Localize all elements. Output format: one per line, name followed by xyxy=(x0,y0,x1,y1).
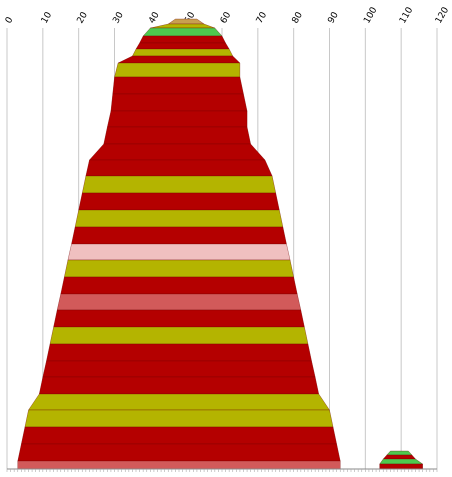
x-tick-label: 120 xyxy=(434,5,451,25)
x-axis xyxy=(6,468,438,472)
x-tick-label: 100 xyxy=(362,5,379,25)
band xyxy=(107,110,248,128)
band xyxy=(103,126,251,145)
band xyxy=(17,460,341,470)
band xyxy=(71,226,287,245)
band xyxy=(42,360,316,378)
band xyxy=(64,259,294,278)
band xyxy=(382,454,416,460)
band xyxy=(132,48,233,57)
x-tick-label: 110 xyxy=(398,5,415,25)
band xyxy=(112,76,244,95)
band xyxy=(46,343,312,362)
x-tick-label: 90 xyxy=(326,10,341,25)
band xyxy=(386,450,413,456)
x-tick-label: 30 xyxy=(111,10,126,25)
band xyxy=(60,276,298,295)
band-series xyxy=(17,18,424,470)
band xyxy=(118,55,241,64)
band xyxy=(85,159,273,177)
band xyxy=(379,463,423,470)
band xyxy=(28,393,330,411)
series-2 xyxy=(379,450,424,470)
series-1 xyxy=(17,18,341,470)
band xyxy=(53,309,305,328)
band xyxy=(150,23,215,29)
band xyxy=(21,426,337,445)
band xyxy=(139,35,226,44)
band xyxy=(110,93,248,112)
band xyxy=(56,293,302,311)
band xyxy=(82,175,276,194)
x-tick-label: 20 xyxy=(76,10,91,25)
band xyxy=(135,42,230,50)
band xyxy=(67,243,291,261)
band xyxy=(49,326,309,345)
band xyxy=(24,409,334,428)
band xyxy=(78,192,280,211)
x-tick-label: 70 xyxy=(255,10,270,25)
band xyxy=(89,143,266,161)
band xyxy=(142,27,223,37)
band xyxy=(39,376,319,395)
x-tick-label: 10 xyxy=(40,10,55,25)
x-tick-label: 0 xyxy=(4,15,16,25)
band xyxy=(74,209,284,228)
band xyxy=(17,443,341,462)
x-tick-label: 60 xyxy=(219,10,234,25)
x-tick-label: 80 xyxy=(291,10,306,25)
x-tick-label: 40 xyxy=(147,10,162,25)
band xyxy=(114,62,241,78)
band xyxy=(167,18,205,25)
x-axis-tick-labels: 0 10 20 30 40 50 60 70 80 90 100 110 120 xyxy=(4,5,451,25)
band xyxy=(379,458,424,465)
